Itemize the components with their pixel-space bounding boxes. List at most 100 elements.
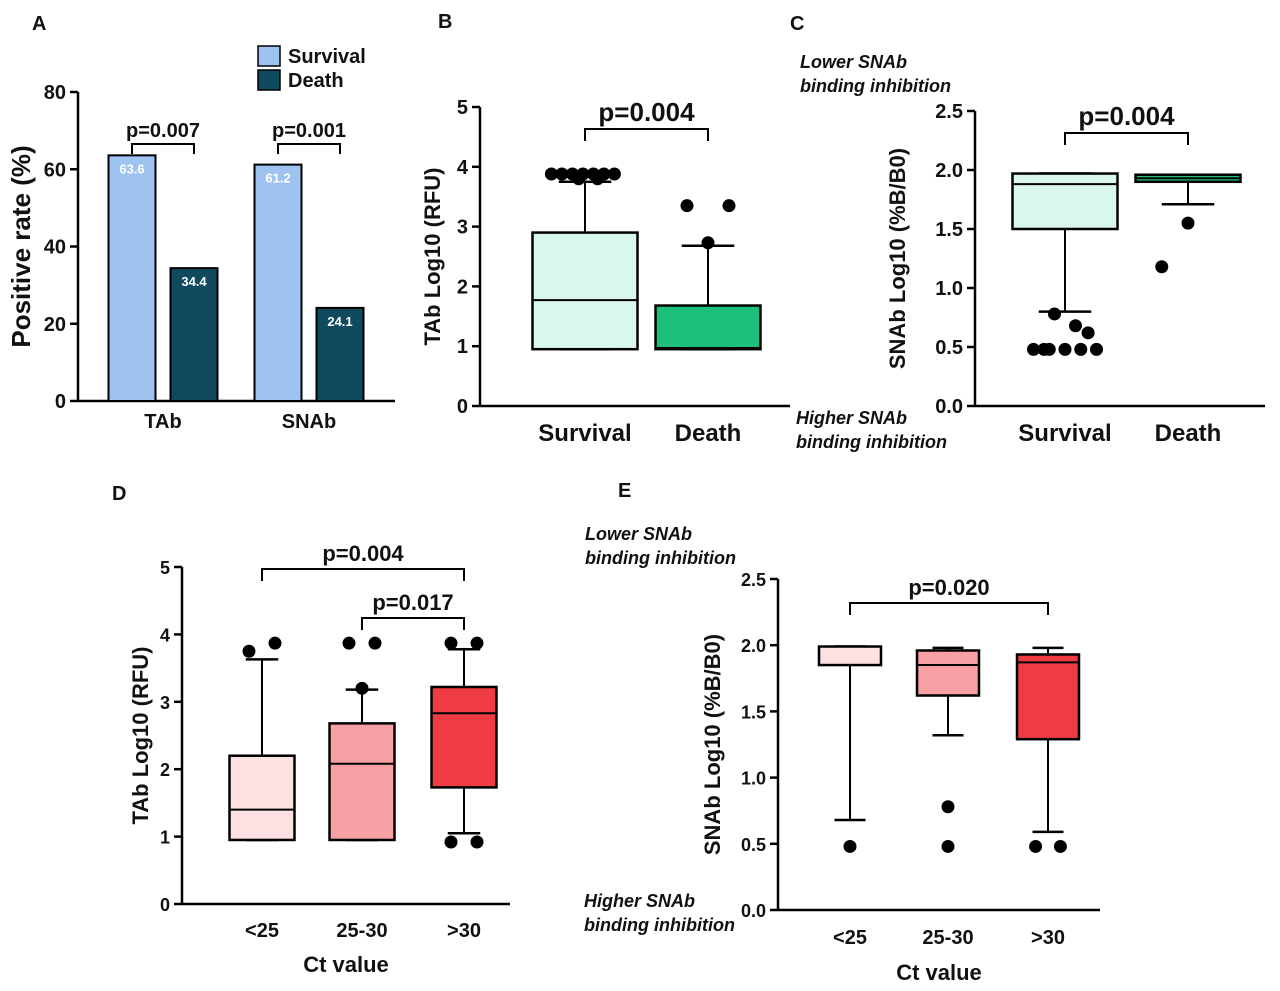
legend-label: Death (288, 70, 344, 92)
p-value-label: p=0.007 (126, 120, 200, 142)
y-tick-label: 0.0 (741, 901, 766, 921)
outlier-point (268, 636, 282, 650)
significance-bracket (277, 143, 341, 154)
panel-d: D 0 1 2 3 4 5 TAb Log10 (RFU) <25 25-30 >30 Ct valu… (112, 483, 510, 977)
p-value-label: p=0.001 (272, 120, 346, 142)
outlier-point (572, 172, 586, 186)
box (654, 304, 762, 351)
outlier-point (342, 636, 356, 650)
y-tick-label: 80 (44, 82, 66, 104)
bar-value-label: 61.2 (265, 171, 290, 186)
panel-c: C 0.0 0.5 1.0 1.5 2.0 2.5 SNAb Log10 (%B/B0) Sur… (790, 13, 1265, 452)
x-axis-title: Ct value (303, 952, 389, 977)
y-tick-label: 40 (44, 237, 66, 259)
panel-label: C (790, 13, 804, 35)
y-tick-label: 2 (457, 276, 468, 298)
outlier-point (1048, 307, 1061, 321)
panel-a: A 0 20 40 60 80 Positive rate (%) 63.6 34.4 TAb p=… (6, 13, 395, 433)
outlier-point (607, 167, 621, 181)
outlier-point (355, 681, 369, 695)
y-tick-label: 2.5 (741, 570, 766, 590)
x-axis-title: Ct value (896, 960, 982, 985)
box (817, 645, 883, 667)
outlier-point (680, 199, 694, 213)
x-tick-label: 25-30 (922, 927, 973, 949)
y-tick-label: 4 (160, 625, 170, 645)
x-tick-label: <25 (245, 920, 279, 942)
y-axis-title: TAb Log10 (RFU) (420, 167, 445, 345)
outlier-point (843, 839, 857, 853)
y-tick-label: 0 (55, 391, 66, 413)
x-tick-label: TAb (144, 411, 181, 433)
x-tick-label: Death (1155, 420, 1222, 447)
y-tick-label: 2.5 (935, 101, 963, 123)
annotation-bottom: Higher SNAb (584, 891, 695, 911)
panel-b: B 0 1 2 3 4 5 TAb Log10 (RFU) Survival Death p=0.0… (420, 11, 790, 447)
annotation-bottom: binding inhibition (796, 432, 947, 452)
outlier-point (1053, 839, 1067, 853)
outlier-point (1081, 326, 1095, 340)
outlier-point (701, 236, 715, 250)
panel-label: D (112, 483, 126, 505)
y-tick-label: 20 (44, 314, 66, 336)
y-tick-label: 5 (160, 558, 170, 578)
annotation-top: Lower SNAb (800, 52, 907, 72)
bar (315, 306, 365, 403)
x-tick-label: >30 (447, 920, 481, 942)
outlier-point (1027, 342, 1040, 356)
outlier-point (544, 167, 558, 181)
legend-swatch (257, 69, 281, 91)
p-value-label: p=0.017 (372, 590, 453, 615)
bar (107, 154, 157, 402)
y-tick-label: 1.5 (935, 219, 963, 241)
box (328, 722, 396, 842)
y-tick-label: 1.0 (741, 769, 766, 789)
y-tick-label: 0.0 (935, 396, 963, 418)
annotation-bottom: Higher SNAb (796, 408, 907, 428)
outlier-point (1181, 216, 1195, 230)
outlier-point (555, 167, 569, 181)
x-tick-label: Survival (1018, 420, 1111, 447)
x-tick-label: 25-30 (336, 920, 387, 942)
outlier-point (1155, 260, 1169, 274)
bar-value-label: 63.6 (119, 161, 144, 176)
outlier-point (470, 636, 484, 650)
significance-bracket (584, 128, 709, 141)
significance-bracket (361, 617, 465, 630)
box (228, 754, 296, 842)
y-tick-label: 1.5 (741, 702, 766, 722)
annotation-top: Lower SNAb (585, 524, 692, 544)
panel-label: A (32, 13, 46, 35)
y-tick-label: 2.0 (741, 636, 766, 656)
y-tick-label: 3 (160, 693, 170, 713)
y-tick-label: 0 (457, 396, 468, 418)
outlier-point (470, 835, 484, 849)
box (915, 649, 981, 697)
outlier-point (1069, 319, 1082, 333)
significance-bracket (1064, 132, 1189, 145)
outlier-point (941, 839, 955, 853)
bar (169, 267, 219, 402)
y-tick-label: 60 (44, 159, 66, 181)
x-tick-label: <25 (833, 927, 867, 949)
p-value-label: p=0.004 (1078, 101, 1175, 131)
legend-label: Survival (288, 46, 366, 68)
outlier-point (722, 199, 736, 213)
legend-swatch (257, 45, 281, 67)
y-tick-label: 5 (457, 97, 468, 119)
significance-bracket (849, 602, 1049, 615)
p-value-label: p=0.020 (908, 575, 989, 600)
y-tick-label: 0.5 (935, 337, 963, 359)
outlier-point (1074, 342, 1088, 356)
y-tick-label: 4 (457, 157, 469, 179)
significance-bracket (261, 568, 465, 581)
x-tick-label: Death (675, 420, 742, 447)
y-tick-label: 2 (160, 760, 170, 780)
outlier-point (444, 835, 458, 849)
outlier-point (242, 644, 256, 658)
p-value-label: p=0.004 (322, 541, 404, 566)
y-tick-label: 1 (160, 828, 170, 848)
panel-label: E (618, 480, 631, 502)
y-tick-label: 1.0 (935, 278, 963, 300)
y-axis-title: SNAb Log10 (%B/B0) (885, 148, 910, 369)
